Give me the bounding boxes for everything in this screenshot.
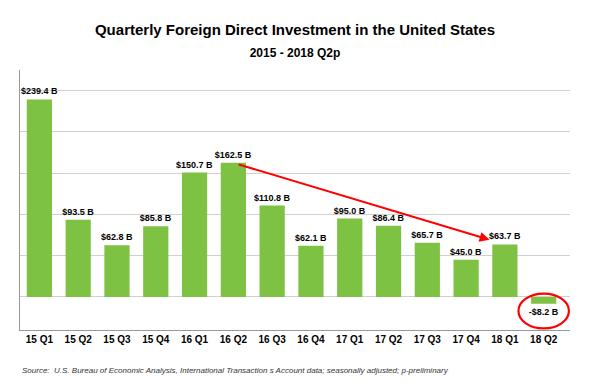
- svg-text:16 Q4: 16 Q4: [297, 334, 325, 345]
- svg-text:$45.0 B: $45.0 B: [450, 247, 482, 257]
- svg-text:$62.1 B: $62.1 B: [295, 233, 327, 243]
- svg-text:18 Q2: 18 Q2: [530, 334, 558, 345]
- svg-text:$65.7 B: $65.7 B: [411, 230, 443, 240]
- svg-text:$110.8 B: $110.8 B: [254, 193, 291, 203]
- svg-text:-$8.2 B: -$8.2 B: [529, 307, 559, 317]
- svg-text:$93.5 B: $93.5 B: [62, 207, 94, 217]
- svg-text:17 Q2: 17 Q2: [375, 334, 403, 345]
- svg-text:2015 - 2018 Q2p: 2015 - 2018 Q2p: [250, 46, 341, 60]
- svg-text:$63.7 B: $63.7 B: [489, 231, 521, 241]
- svg-text:$162.5 B: $162.5 B: [215, 150, 252, 160]
- svg-text:$85.8 B: $85.8 B: [140, 213, 172, 223]
- svg-text:15 Q2: 15 Q2: [65, 334, 93, 345]
- svg-text:$86.4 B: $86.4 B: [373, 213, 405, 223]
- svg-text:$95.0 B: $95.0 B: [334, 206, 366, 216]
- svg-text:Source: U.S. Bureau of Econom: Source: U.S. Bureau of Economic Analysis…: [22, 366, 449, 375]
- svg-text:16 Q3: 16 Q3: [259, 334, 287, 345]
- svg-text:15 Q4: 15 Q4: [142, 334, 170, 345]
- svg-text:$239.4 B: $239.4 B: [21, 86, 58, 96]
- svg-text:16 Q2: 16 Q2: [220, 334, 248, 345]
- svg-text:15 Q1: 15 Q1: [26, 334, 54, 345]
- svg-text:18 Q1: 18 Q1: [491, 334, 519, 345]
- svg-text:17 Q3: 17 Q3: [414, 334, 442, 345]
- svg-text:16 Q1: 16 Q1: [181, 334, 209, 345]
- svg-text:15 Q3: 15 Q3: [103, 334, 131, 345]
- svg-text:Quarterly Foreign Direct Inves: Quarterly Foreign Direct Investment in t…: [95, 21, 495, 38]
- svg-text:17 Q1: 17 Q1: [336, 334, 364, 345]
- svg-text:$150.7 B: $150.7 B: [176, 160, 213, 170]
- svg-text:17 Q4: 17 Q4: [452, 334, 480, 345]
- svg-text:$62.8 B: $62.8 B: [101, 232, 133, 242]
